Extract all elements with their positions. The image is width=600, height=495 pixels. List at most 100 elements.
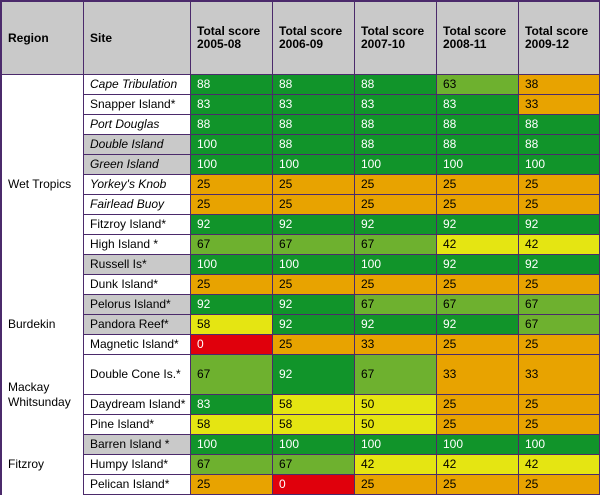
table-row: Yorkey's Knob 25 25 25 25 25 (2, 174, 600, 195)
score-cell: 42 (518, 234, 600, 255)
site-cell: Fairlead Buoy (83, 194, 191, 215)
site-cell: Cape Tribulation (83, 74, 191, 95)
table-header: Region Site Total score 2005-08 Total sc… (1, 1, 600, 75)
site-cell: Dunk Island* (83, 274, 191, 295)
score-cell: 25 (190, 174, 273, 195)
score-cell: 67 (518, 314, 600, 335)
score-cell: 25 (518, 334, 600, 355)
table-row: Pandora Reef* 58 92 92 92 67 (2, 314, 600, 335)
score-cell: 100 (190, 134, 273, 155)
score-cell: 25 (518, 414, 600, 435)
score-cell: 33 (354, 334, 437, 355)
score-cell: 25 (354, 474, 437, 495)
table-row: Fitzroy Barren Island * 100 100 100 100 100 (1, 434, 600, 495)
score-cell: 25 (272, 334, 355, 355)
site-cell: Pelican Island* (83, 474, 191, 495)
table-row: Pelican Island* 25 0 25 25 25 (2, 474, 600, 495)
site-cell: Pandora Reef* (83, 314, 191, 335)
score-cell: 25 (518, 274, 600, 295)
site-cell: Barren Island * (83, 434, 191, 455)
score-cell: 88 (272, 114, 355, 135)
score-cell: 88 (518, 134, 600, 155)
score-cell: 100 (354, 154, 437, 175)
score-cell: 33 (518, 354, 600, 395)
site-cell: Yorkey's Knob (83, 174, 191, 195)
table-row: High Island * 67 67 67 42 42 (2, 234, 600, 255)
table-row: Russell Is* 100 100 100 92 92 (2, 254, 600, 275)
score-cell: 100 (272, 254, 355, 275)
site-cell: Pelorus Island* (83, 294, 191, 315)
site-cell: Green Island (83, 154, 191, 175)
table-row: Wet Tropics Cape Tribulation 88 88 88 63 38 (1, 74, 600, 295)
score-cell: 25 (518, 194, 600, 215)
score-cell: 92 (436, 254, 519, 275)
score-cell: 67 (354, 234, 437, 255)
score-cell: 83 (354, 94, 437, 115)
score-cell: 42 (436, 234, 519, 255)
table-row: Burdekin Pelorus Island* 92 92 67 67 67 (1, 294, 600, 355)
header-score-2008-11: Total score 2008-11 (436, 1, 519, 75)
table-row: Magnetic Island* 0 25 33 25 25 (2, 334, 600, 355)
score-cell: 67 (436, 294, 519, 315)
score-cell: 25 (272, 174, 355, 195)
score-cell: 100 (518, 154, 600, 175)
score-cell: 25 (190, 194, 273, 215)
score-cell: 100 (190, 154, 273, 175)
score-cell: 92 (272, 294, 355, 315)
score-cell: 33 (436, 354, 519, 395)
score-cell: 67 (354, 294, 437, 315)
region-cell: Burdekin (1, 294, 84, 355)
table-row: Green Island 100 100 100 100 100 (2, 154, 600, 175)
table-row: Dunk Island* 25 25 25 25 25 (2, 274, 600, 295)
score-cell: 42 (436, 454, 519, 475)
header-score-2009-12: Total score 2009-12 (518, 1, 600, 75)
header-site: Site (83, 1, 191, 75)
score-cell: 100 (190, 434, 273, 455)
score-cell: 25 (190, 474, 273, 495)
score-cell: 92 (190, 294, 273, 315)
score-cell: 58 (190, 314, 273, 335)
score-cell: 63 (436, 74, 519, 95)
score-cell: 25 (436, 194, 519, 215)
table-row: Fitzroy Island* 92 92 92 92 92 (2, 214, 600, 235)
score-cell: 92 (436, 214, 519, 235)
header-score-2007-10: Total score 2007-10 (354, 1, 437, 75)
score-cell: 100 (190, 254, 273, 275)
score-cell: 25 (436, 174, 519, 195)
score-cell: 25 (354, 194, 437, 215)
score-cell: 92 (436, 314, 519, 335)
score-cell: 100 (436, 154, 519, 175)
score-cell: 25 (272, 194, 355, 215)
table-body: Wet Tropics Cape Tribulation 88 88 88 63 38 Sna… (1, 74, 600, 495)
score-cell: 58 (190, 414, 273, 435)
score-cell: 25 (436, 414, 519, 435)
score-cell: 92 (272, 214, 355, 235)
score-cell: 58 (272, 394, 355, 415)
header-row: Region Site Total score 2005-08 Total sc… (1, 1, 600, 75)
table-row: Daydream Island* 83 58 50 25 25 (2, 394, 600, 415)
score-cell: 42 (354, 454, 437, 475)
score-cell: 25 (354, 274, 437, 295)
score-cell: 25 (272, 274, 355, 295)
table-row: Snapper Island* 83 83 83 83 33 (2, 94, 600, 115)
score-cell: 0 (272, 474, 355, 495)
site-cell: Snapper Island* (83, 94, 191, 115)
score-cell: 88 (354, 74, 437, 95)
score-cell: 67 (272, 234, 355, 255)
score-cell: 83 (190, 94, 273, 115)
score-cell: 25 (518, 474, 600, 495)
table-row: Humpy Island* 67 67 42 42 42 (2, 454, 600, 475)
score-cell: 83 (190, 394, 273, 415)
site-cell: High Island * (83, 234, 191, 255)
score-cell: 88 (354, 134, 437, 155)
table-row: Mackay Whitsunday Double Cone Is.* 67 92 67 3… (1, 354, 600, 435)
score-cell: 67 (354, 354, 437, 395)
score-cell: 25 (518, 394, 600, 415)
site-cell: Russell Is* (83, 254, 191, 275)
header-region: Region (1, 1, 84, 75)
score-cell: 88 (272, 74, 355, 95)
region-cell: Mackay Whitsunday (1, 354, 84, 435)
score-cell: 100 (272, 434, 355, 455)
site-cell: Fitzroy Island* (83, 214, 191, 235)
